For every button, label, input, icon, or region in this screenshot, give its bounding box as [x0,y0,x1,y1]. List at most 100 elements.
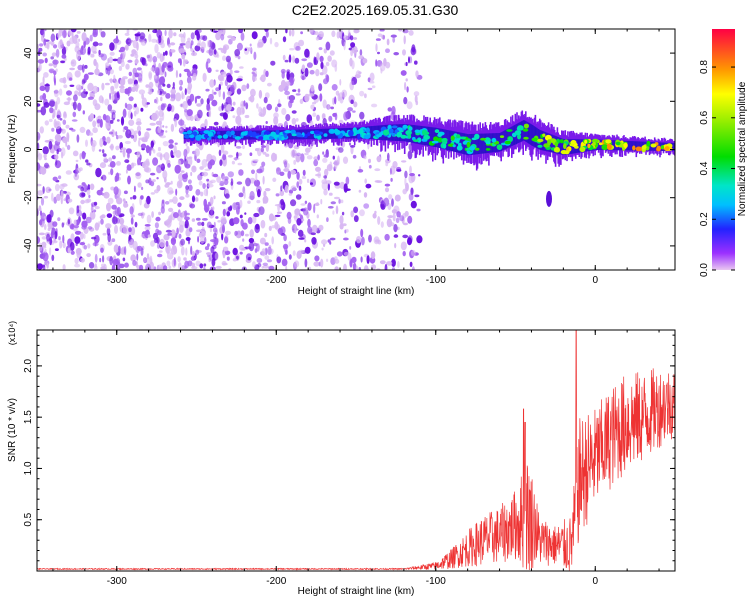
signal-blob [563,143,567,150]
noise-speck [109,92,112,100]
noise-speck [137,212,144,216]
noise-speck [267,246,272,255]
noise-speck [102,113,107,121]
noise-speck [204,246,210,251]
noise-speck [200,98,204,105]
noise-speck [304,152,309,156]
noise-speck [119,46,126,53]
signal-band-core [402,124,404,142]
noise-speck [66,97,72,101]
noise-speck [294,224,297,234]
noise-speck [44,162,49,169]
signal-band-core [478,133,481,154]
noise-speck [258,89,263,99]
noise-speck [315,166,321,172]
noise-speck [145,135,148,143]
y-tick-label: 1.0 [23,461,34,475]
signal-band-core [449,130,452,151]
noise-speck [58,29,64,34]
noise-speck [122,108,127,118]
noise-speck [265,70,269,78]
noise-speck [146,54,150,59]
noise-speck [118,65,123,71]
noise-speck [69,67,75,71]
signal-band-core [239,130,241,140]
noise-speck [122,257,126,262]
colorbar-tick-label: 0.0 [699,263,710,277]
noise-speck [42,29,45,38]
noise-speck [405,61,408,67]
noise-speck [232,115,236,119]
noise-speck [405,182,409,192]
noise-speck [148,72,152,81]
noise-speck [231,160,235,165]
noise-speck [183,148,188,158]
noise-speck [109,51,115,56]
noise-speck [244,48,247,51]
noise-speck [387,107,392,112]
signal-blob [189,134,195,139]
noise-speck [79,46,87,56]
noise-speck [58,236,61,241]
signal-blob [623,142,628,149]
noise-speck [89,211,96,220]
noise-speck [75,247,82,255]
noise-speck [168,29,173,39]
noise-speck [343,111,349,121]
noise-speck [283,234,287,242]
noise-speck [331,59,338,68]
noise-speck [106,136,111,144]
noise-speck [96,189,103,196]
noise-speck [405,78,408,82]
noise-speck [251,169,255,175]
noise-speck [51,254,55,261]
signal-band-core [505,129,508,149]
noise-speck [41,241,47,248]
noise-speck [158,164,164,168]
spectrogram-frame [36,28,676,271]
noise-speck [305,147,311,153]
noise-speck [233,217,240,225]
noise-speck [92,127,98,134]
noise-speck [203,263,207,267]
noise-speck [401,160,407,163]
signal-band-core [639,141,641,151]
noise-speck [350,145,356,148]
noise-speck [386,261,393,266]
noise-speck [286,71,291,80]
noise-speck [301,58,308,62]
noise-speck [49,247,52,256]
noise-speck [179,43,186,46]
noise-speck [38,205,42,212]
noise-speck [287,217,292,224]
noise-speck [109,256,114,266]
signal-blob [355,130,360,135]
noise-speck [111,216,118,225]
noise-speck [384,233,390,241]
signal-band-core [413,125,416,144]
noise-speck [127,59,133,63]
noise-speck [205,88,210,92]
noise-speck [328,192,333,196]
noise-speck [189,203,196,209]
noise-speck [288,95,296,101]
noise-speck [387,152,390,161]
noise-speck [140,40,147,46]
noise-speck [221,103,224,111]
noise-speck [177,160,182,166]
noise-speck [322,99,327,109]
noise-speck [332,97,335,106]
signal-band-core [369,126,372,140]
noise-speck [320,199,323,205]
noise-speck [160,96,163,102]
signal-blob [186,130,193,135]
noise-speck [187,179,192,184]
noise-speck [54,77,56,86]
noise-speck [297,229,304,237]
noise-speck [195,95,201,99]
noise-speck [204,236,207,244]
noise-speck [162,265,168,270]
noise-speck [243,100,246,107]
noise-speck [220,216,227,224]
noise-speck [242,144,245,150]
